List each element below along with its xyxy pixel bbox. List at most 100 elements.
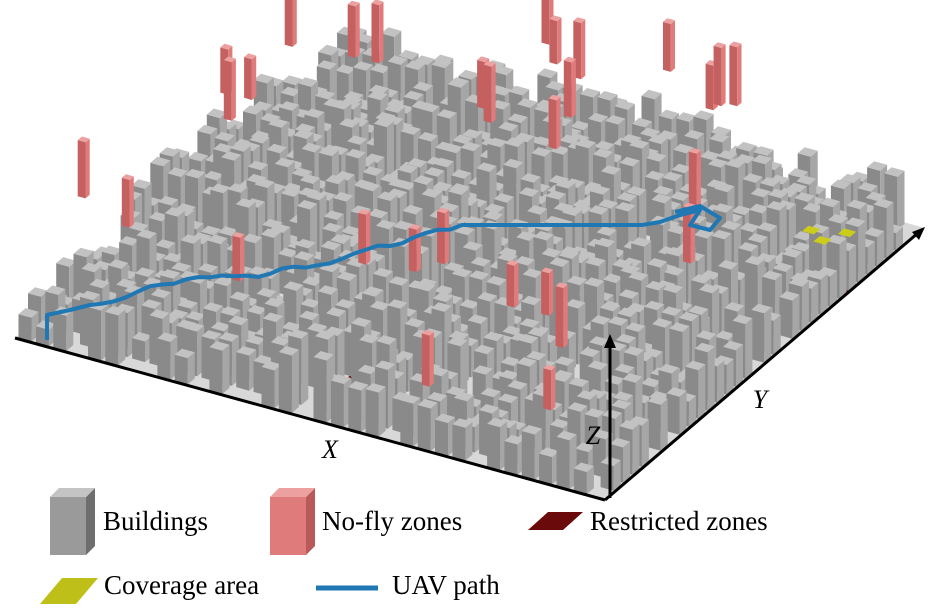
building xyxy=(206,108,227,119)
building xyxy=(764,307,772,363)
building xyxy=(602,409,623,419)
building xyxy=(243,105,263,115)
building xyxy=(598,199,618,209)
building xyxy=(487,423,501,471)
building xyxy=(185,168,206,179)
building xyxy=(647,258,668,268)
building xyxy=(73,247,94,258)
y-axis xyxy=(604,231,919,502)
building xyxy=(18,308,39,318)
no-fly-zone xyxy=(663,21,671,72)
building xyxy=(427,392,448,402)
building xyxy=(261,366,275,409)
building xyxy=(867,241,875,275)
building xyxy=(470,256,491,267)
building xyxy=(302,276,323,286)
building xyxy=(462,241,483,251)
building xyxy=(648,134,668,145)
building xyxy=(318,285,338,295)
building xyxy=(593,148,613,158)
no-fly-zone xyxy=(541,0,550,45)
building xyxy=(575,442,596,453)
building xyxy=(493,193,514,203)
building xyxy=(830,270,838,307)
building xyxy=(608,316,628,326)
building xyxy=(663,283,683,294)
building xyxy=(484,203,505,214)
building xyxy=(739,222,760,233)
building xyxy=(521,295,542,306)
building xyxy=(177,299,198,309)
building xyxy=(291,349,299,413)
building xyxy=(132,338,146,363)
building xyxy=(375,360,396,370)
building xyxy=(503,158,524,169)
building xyxy=(81,262,102,273)
building xyxy=(698,364,706,419)
building xyxy=(736,344,743,387)
building xyxy=(397,163,418,174)
building xyxy=(417,405,431,452)
building xyxy=(845,217,866,227)
building xyxy=(600,165,621,175)
building xyxy=(858,221,866,283)
building xyxy=(556,436,570,490)
building xyxy=(281,321,302,332)
building xyxy=(685,360,706,371)
building xyxy=(653,185,673,196)
building xyxy=(597,91,618,101)
building xyxy=(521,425,542,435)
building xyxy=(306,190,327,201)
building xyxy=(367,90,388,101)
no-fly-zone xyxy=(549,15,562,22)
building xyxy=(443,143,464,154)
building xyxy=(331,100,352,110)
building xyxy=(453,391,474,402)
building xyxy=(647,395,668,405)
building xyxy=(253,73,274,84)
building xyxy=(766,201,787,211)
building xyxy=(393,220,414,231)
building xyxy=(896,227,903,251)
building xyxy=(320,240,341,251)
building xyxy=(573,462,594,473)
building xyxy=(171,262,192,272)
building xyxy=(744,255,765,266)
building xyxy=(469,270,490,280)
building xyxy=(418,132,438,142)
no-fly-zone xyxy=(688,151,697,209)
building xyxy=(779,297,793,339)
no-fly-zone xyxy=(491,63,496,124)
no-fly-zone xyxy=(437,211,445,265)
building xyxy=(400,125,421,135)
building xyxy=(413,175,434,185)
building xyxy=(421,188,442,198)
building xyxy=(387,299,408,309)
building xyxy=(417,399,438,409)
building xyxy=(549,257,570,267)
building xyxy=(433,157,454,168)
building xyxy=(555,179,576,189)
building xyxy=(691,274,712,284)
building xyxy=(405,60,426,71)
building xyxy=(80,290,101,301)
building xyxy=(752,154,773,165)
building xyxy=(318,146,339,157)
building xyxy=(105,311,119,366)
no-fly-zone xyxy=(581,19,586,80)
building xyxy=(220,306,241,316)
no-fly-zone xyxy=(444,209,450,265)
no-fly-zone xyxy=(421,333,430,387)
legend-building-icon xyxy=(50,488,95,497)
building xyxy=(454,225,475,236)
building xyxy=(180,234,201,244)
building xyxy=(235,198,256,208)
z-arrow xyxy=(604,334,616,348)
building xyxy=(89,278,110,289)
building xyxy=(448,185,469,195)
no-fly-zone xyxy=(284,0,293,47)
building xyxy=(270,336,291,346)
no-fly-zone xyxy=(366,211,371,265)
building xyxy=(336,271,357,282)
building xyxy=(614,100,635,110)
